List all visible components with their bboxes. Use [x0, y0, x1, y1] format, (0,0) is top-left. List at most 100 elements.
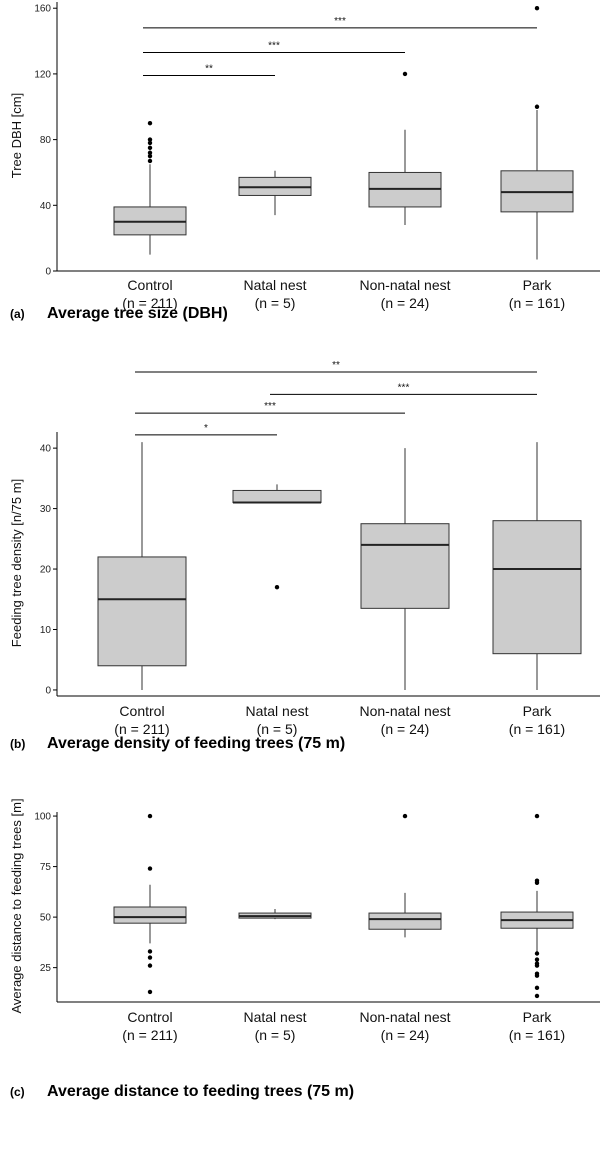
outlier-point [534, 957, 540, 962]
significance-label: *** [398, 382, 410, 393]
category-n-label: (n = 5) [257, 721, 298, 737]
panel-tag: (a) [10, 307, 25, 321]
significance-label: *** [334, 16, 346, 27]
outlier-point [147, 137, 153, 142]
category-label: Control [127, 1009, 172, 1025]
y-tick-label: 0 [45, 267, 51, 278]
y-tick-label: 100 [34, 812, 51, 823]
outlier-point [402, 813, 408, 819]
box-4 [492, 442, 582, 690]
category-label: Non-natal nest [359, 277, 450, 293]
panel-tag: (c) [10, 1085, 25, 1099]
outlier-point [147, 963, 153, 968]
category-label: Natal nest [243, 1009, 306, 1025]
category-n-label: (n = 24) [381, 721, 430, 737]
box-iqr [113, 906, 187, 924]
significance-label: ** [205, 64, 213, 75]
y-tick-label: 30 [40, 504, 52, 515]
y-tick-label: 40 [40, 444, 52, 455]
outlier-point [534, 963, 540, 968]
outlier-point [534, 813, 540, 819]
y-axis-label: Tree DBH [cm] [9, 93, 24, 178]
y-tick-label: 10 [40, 625, 52, 636]
box-iqr [97, 556, 187, 667]
category-label: Control [119, 703, 164, 719]
box-2 [238, 909, 312, 920]
y-tick-label: 25 [40, 963, 52, 974]
category-label: Non-natal nest [359, 1009, 450, 1025]
outlier-point [274, 584, 280, 590]
box-2 [238, 170, 312, 216]
outlier-point [534, 951, 540, 956]
box-3 [360, 448, 450, 690]
outlier-point [534, 6, 540, 11]
box-iqr [360, 523, 450, 609]
category-n-label: (n = 161) [509, 295, 565, 311]
outlier-point [534, 985, 540, 991]
category-label: Non-natal nest [359, 703, 450, 719]
y-tick-label: 120 [34, 69, 51, 80]
category-label: Control [127, 277, 172, 293]
box-iqr [368, 912, 442, 930]
y-axis-label: Average distance to feeding trees [m] [9, 798, 24, 1013]
outlier-point [147, 120, 153, 126]
significance-label: * [204, 423, 208, 434]
y-tick-label: 75 [40, 862, 52, 873]
category-label: Park [523, 1009, 553, 1025]
category-n-label: (n = 211) [122, 1027, 177, 1043]
box-iqr [232, 489, 322, 504]
category-n-label: (n = 161) [509, 721, 565, 737]
y-tick-label: 20 [40, 565, 52, 576]
outlier-point [147, 955, 153, 960]
outlier-point [534, 104, 540, 109]
panel-title: Average distance to feeding trees (75 m) [47, 1083, 354, 1100]
category-n-label: (n = 161) [509, 1027, 565, 1043]
outlier-point [147, 140, 153, 146]
y-tick-label: 40 [40, 201, 52, 212]
outlier-point [147, 866, 153, 871]
outlier-point [147, 150, 153, 155]
box-4 [500, 813, 574, 999]
outlier-point [147, 145, 153, 151]
significance-label: *** [268, 41, 280, 52]
category-label: Natal nest [243, 277, 306, 293]
outlier-point [402, 71, 408, 77]
box-1 [113, 120, 187, 255]
y-tick-label: 160 [34, 4, 51, 15]
category-n-label: (n = 211) [114, 721, 169, 737]
box-4 [500, 6, 574, 260]
box-3 [368, 71, 442, 226]
y-tick-label: 50 [40, 913, 52, 924]
category-n-label: (n = 24) [381, 1027, 430, 1043]
category-n-label: (n = 24) [381, 295, 430, 311]
category-label: Park [523, 703, 553, 719]
box-1 [97, 442, 187, 690]
category-label: Park [523, 277, 553, 293]
category-label: Natal nest [245, 703, 308, 719]
outlier-point [147, 813, 153, 819]
outlier-point [534, 973, 540, 978]
outlier-point [147, 158, 153, 164]
category-n-label: (n = 211) [122, 295, 177, 311]
outlier-point [147, 153, 153, 159]
panel-title: Average density of feeding trees (75 m) [47, 735, 345, 752]
panel-1: 0 40 80 120 160 Tree DBH [cm] Control (n = 211)… [9, 2, 600, 322]
box-2 [232, 484, 322, 590]
category-n-label: (n = 5) [255, 295, 296, 311]
panel-tag: (b) [10, 737, 25, 751]
panel-title: Average tree size (DBH) [47, 305, 228, 322]
outlier-point [147, 949, 153, 954]
category-n-label: (n = 5) [255, 1027, 296, 1043]
significance-label: *** [264, 401, 276, 412]
significance-label: ** [332, 360, 340, 371]
box-3 [368, 813, 442, 938]
box-iqr [492, 520, 582, 655]
outlier-point [534, 993, 540, 999]
y-tick-label: 0 [45, 685, 51, 696]
panel-3: 25 50 75 100 Average distance to feeding tre… [9, 798, 600, 1100]
outlier-point [147, 989, 153, 995]
panel-2: 0 10 20 30 40 Feeding tree density [n/75 m] Co… [9, 360, 600, 752]
y-axis-label: Feeding tree density [n/75 m] [9, 479, 24, 647]
y-tick-label: 80 [40, 135, 52, 146]
